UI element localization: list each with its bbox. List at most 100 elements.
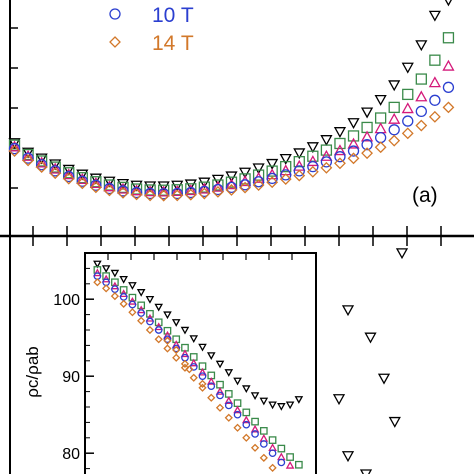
inset-point-s14T-9 [172, 353, 181, 362]
upper-point-s0T-4 [62, 164, 75, 176]
inset-point-s10T-21 [277, 458, 286, 467]
upper-point-s0T-31 [428, 10, 441, 22]
inset-point-s0T-2 [110, 269, 120, 278]
inset-point-s10T-7 [154, 326, 163, 334]
upper-point-s14T-15 [212, 185, 224, 198]
inset-point-s0T-0 [93, 260, 102, 269]
upper-point-sGreen-23 [320, 144, 333, 156]
inset-point-s10T-14 [216, 391, 224, 400]
inset-y-tick-label-100: 100 [53, 292, 80, 309]
upper-point-sGreen-8 [117, 181, 129, 194]
upper-point-s14T-6 [89, 181, 102, 194]
inset-point-s0T-12 [198, 343, 207, 352]
upper-point-sMagenta-9 [130, 184, 143, 196]
inset-point-sMagenta-10 [180, 349, 190, 358]
upper-point-sMagenta-25 [347, 137, 360, 149]
legend-label-10T: 10 T [152, 4, 194, 27]
inset-point-s10T-5 [137, 309, 146, 317]
inset-point-sGreen-23 [295, 460, 303, 469]
upper-point-s10T-31 [429, 94, 441, 106]
upper-point-s14T-30 [415, 119, 428, 132]
upper-point-s14T-5 [76, 177, 89, 190]
lower-right-point-0 [359, 469, 373, 474]
upper-point-sMagenta-32 [442, 59, 455, 71]
inset-point-sGreen-5 [137, 301, 146, 310]
inset-y-tick-label-80: 80 [62, 446, 80, 463]
upper-point-sMagenta-8 [116, 182, 130, 194]
upper-point-s10T-16 [225, 181, 238, 194]
lower-right-point-3 [332, 394, 346, 406]
inset-point-s0T-16 [233, 377, 242, 386]
upper-point-sGreen-11 [158, 184, 170, 196]
upper-point-s14T-22 [306, 165, 319, 178]
upper-point-s10T-29 [402, 115, 414, 127]
inset-point-s14T_drop-4 [198, 379, 207, 389]
upper-point-s14T-26 [361, 147, 373, 160]
upper-point-sGreen-30 [415, 73, 427, 85]
inset-point-s14T-8 [163, 344, 172, 353]
upper-point-s14T-10 [144, 189, 157, 202]
inset-data-points [93, 260, 304, 472]
upper-point-s0T-18 [252, 163, 265, 175]
inset-point-s14T-2 [110, 292, 120, 301]
upper-point-sGreen-28 [388, 101, 400, 114]
inset-point-s10T-16 [233, 410, 242, 419]
upper-point-s10T-14 [198, 185, 211, 198]
upper-point-sMagenta-23 [320, 149, 333, 161]
upper-point-s14T-31 [428, 110, 441, 123]
upper-point-s14T-4 [62, 172, 75, 185]
upper-point-sGreen-17 [239, 173, 251, 185]
upper-point-sGreen-16 [225, 176, 238, 188]
upper-point-sMagenta-28 [388, 112, 401, 124]
upper-point-s10T-18 [252, 176, 265, 188]
upper-point-s14T-9 [130, 188, 143, 201]
upper-point-s0T-27 [374, 94, 387, 106]
upper-point-s0T-8 [116, 178, 130, 190]
inset-point-sMagenta-14 [215, 387, 225, 395]
upper-point-sMagenta-0 [8, 140, 21, 152]
upper-point-s14T-32 [442, 101, 455, 114]
inset-point-s14T_drop-3 [185, 365, 194, 374]
inset-point-s0T-23 [294, 396, 304, 404]
upper-point-s0T-1 [21, 147, 35, 159]
upper-point-sMagenta-13 [184, 184, 197, 196]
upper-point-sMagenta-4 [62, 168, 75, 180]
upper-point-sMagenta-10 [144, 185, 157, 197]
upper-point-s14T-20 [279, 173, 292, 186]
upper-point-s0T-23 [320, 135, 333, 147]
inset-point-s14T-13 [207, 393, 216, 402]
inset-point-s10T-4 [128, 300, 137, 309]
upper-data-points [8, 0, 455, 202]
upper-point-s0T-21 [293, 148, 306, 160]
upper-point-s10T-12 [171, 187, 183, 200]
inset-point-s14T-6 [145, 325, 155, 335]
upper-point-s0T-5 [76, 169, 89, 181]
inset-point-sMagenta-15 [224, 396, 234, 405]
upper-point-sGreen-19 [266, 165, 278, 177]
inset-point-s14T-0 [93, 278, 102, 287]
upper-panel: 10 T 14 T (a) [0, 0, 474, 246]
upper-point-sGreen-0 [8, 139, 21, 151]
inset-point-sMagenta-11 [189, 358, 199, 367]
upper-point-s14T-18 [252, 179, 265, 191]
inset-point-s0T-9 [171, 319, 181, 327]
inset-point-sMagenta-22 [285, 460, 295, 469]
inset-point-s10T-13 [207, 382, 216, 391]
upper-point-s10T-26 [361, 139, 373, 151]
inset-point-s14T-20 [268, 463, 277, 472]
inset-point-s14T-18 [250, 443, 260, 452]
upper-point-sMagenta-30 [415, 90, 428, 102]
upper-point-s14T-27 [374, 141, 387, 154]
upper-point-s0T-20 [279, 153, 292, 165]
inset-point-s10T-12 [198, 372, 207, 381]
upper-point-sGreen-6 [90, 176, 102, 188]
upper-point-sGreen-5 [76, 172, 88, 184]
upper-point-s0T-11 [157, 181, 170, 193]
inset-ticks [85, 253, 293, 470]
inset-point-s10T-8 [163, 335, 172, 344]
legend-marker-shape-1 [109, 36, 121, 48]
inset-point-s10T-20 [268, 449, 277, 458]
inset-point-s14T_drop-0 [163, 336, 172, 345]
upper-point-s14T-11 [157, 189, 170, 202]
